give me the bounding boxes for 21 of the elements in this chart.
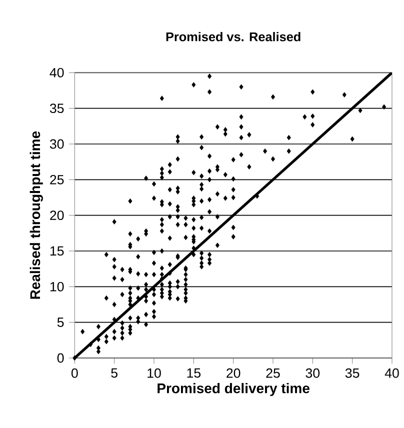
x-tick-label: 5 (111, 368, 118, 378)
y-tick-label: 40 (50, 68, 64, 78)
x-tick-label: 20 (226, 368, 240, 378)
x-tick-label: 10 (148, 368, 161, 378)
y-tick-label: 15 (50, 246, 64, 256)
y-tick-label: 0 (57, 353, 64, 363)
chart-title: Promised vs. Realised (166, 32, 300, 42)
x-tick-label: 15 (187, 368, 201, 378)
y-tick-label: 25 (50, 174, 64, 184)
x-tick-label: 0 (71, 368, 78, 378)
y-tick-label: 20 (50, 210, 64, 220)
y-tick-label: 35 (50, 104, 64, 114)
y-tick-label: 5 (57, 318, 64, 327)
y-tick-label: 10 (50, 282, 64, 292)
x-tick-label: 25 (266, 368, 280, 378)
x-tick-label: 35 (345, 368, 360, 378)
y-axis-title: Realised throughput time (30, 131, 43, 299)
x-tick-label: 30 (306, 368, 320, 378)
y-tick-label: 30 (50, 139, 64, 149)
x-tick-label: 40 (384, 368, 399, 378)
x-axis-title: Promised delivery time (158, 382, 310, 396)
